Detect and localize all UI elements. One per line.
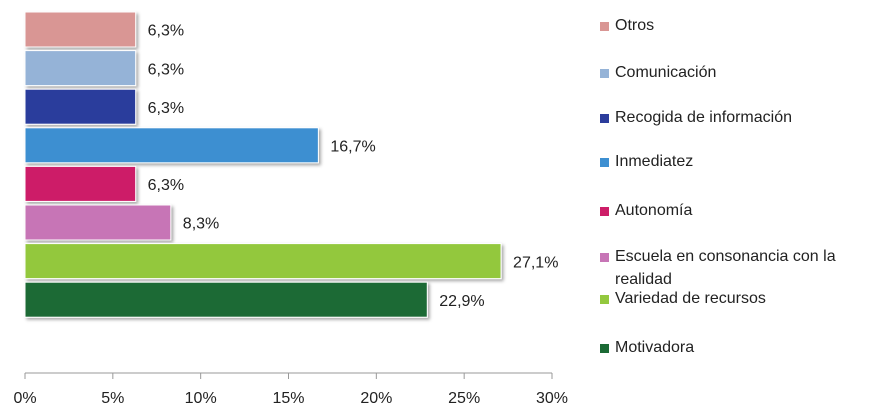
bar xyxy=(24,127,319,164)
x-tick-label: 10% xyxy=(185,390,217,406)
legend-item: Autonomía xyxy=(600,199,865,222)
x-tick-label: 0% xyxy=(13,390,36,406)
legend-swatch xyxy=(600,114,609,123)
legend-swatch xyxy=(600,295,609,304)
x-tick-label: 30% xyxy=(536,390,568,406)
data-label: 8,3% xyxy=(183,216,219,233)
data-label: 16,7% xyxy=(330,139,375,156)
x-tick-label: 15% xyxy=(272,390,304,406)
legend-swatch xyxy=(600,22,609,31)
data-label: 6,3% xyxy=(148,100,184,117)
bar xyxy=(24,243,502,280)
bar xyxy=(24,88,137,125)
legend-swatch xyxy=(600,158,609,167)
legend-item: Otros xyxy=(600,14,865,37)
x-tick-label: 20% xyxy=(360,390,392,406)
legend-item: Recogida de información xyxy=(600,106,865,129)
legend-swatch xyxy=(600,253,609,262)
legend-item: Motivadora xyxy=(600,336,865,359)
legend-label: Otros xyxy=(615,17,655,34)
data-label: 22,9% xyxy=(439,293,484,310)
data-label: 6,3% xyxy=(148,177,184,194)
data-label: 6,3% xyxy=(148,61,184,78)
legend-label: Escuela en consonancia con la realidad xyxy=(615,248,836,288)
legend-label: Recogida de información xyxy=(615,109,792,126)
x-tick-label: 5% xyxy=(101,390,124,406)
legend-item: Comunicación xyxy=(600,61,865,84)
bar xyxy=(24,204,172,241)
legend-label: Variedad de recursos xyxy=(615,290,766,307)
legend-label: Autonomía xyxy=(615,202,693,219)
bar xyxy=(24,50,137,87)
data-label: 6,3% xyxy=(148,23,184,40)
legend-item: Variedad de recursos xyxy=(600,287,865,310)
legend-label: Inmediatez xyxy=(615,153,694,170)
bar xyxy=(24,11,137,48)
legend-label: Comunicación xyxy=(615,64,717,81)
legend-item: Inmediatez xyxy=(600,150,865,173)
legend-item: Escuela en consonancia con la realidad xyxy=(600,245,865,291)
data-label: 27,1% xyxy=(513,254,558,271)
x-tick-label: 25% xyxy=(448,390,480,406)
legend-label: Motivadora xyxy=(615,339,695,356)
legend-swatch xyxy=(600,207,609,216)
bar xyxy=(24,165,137,202)
legend-swatch xyxy=(600,344,609,353)
bar xyxy=(24,281,428,318)
legend-swatch xyxy=(600,69,609,78)
